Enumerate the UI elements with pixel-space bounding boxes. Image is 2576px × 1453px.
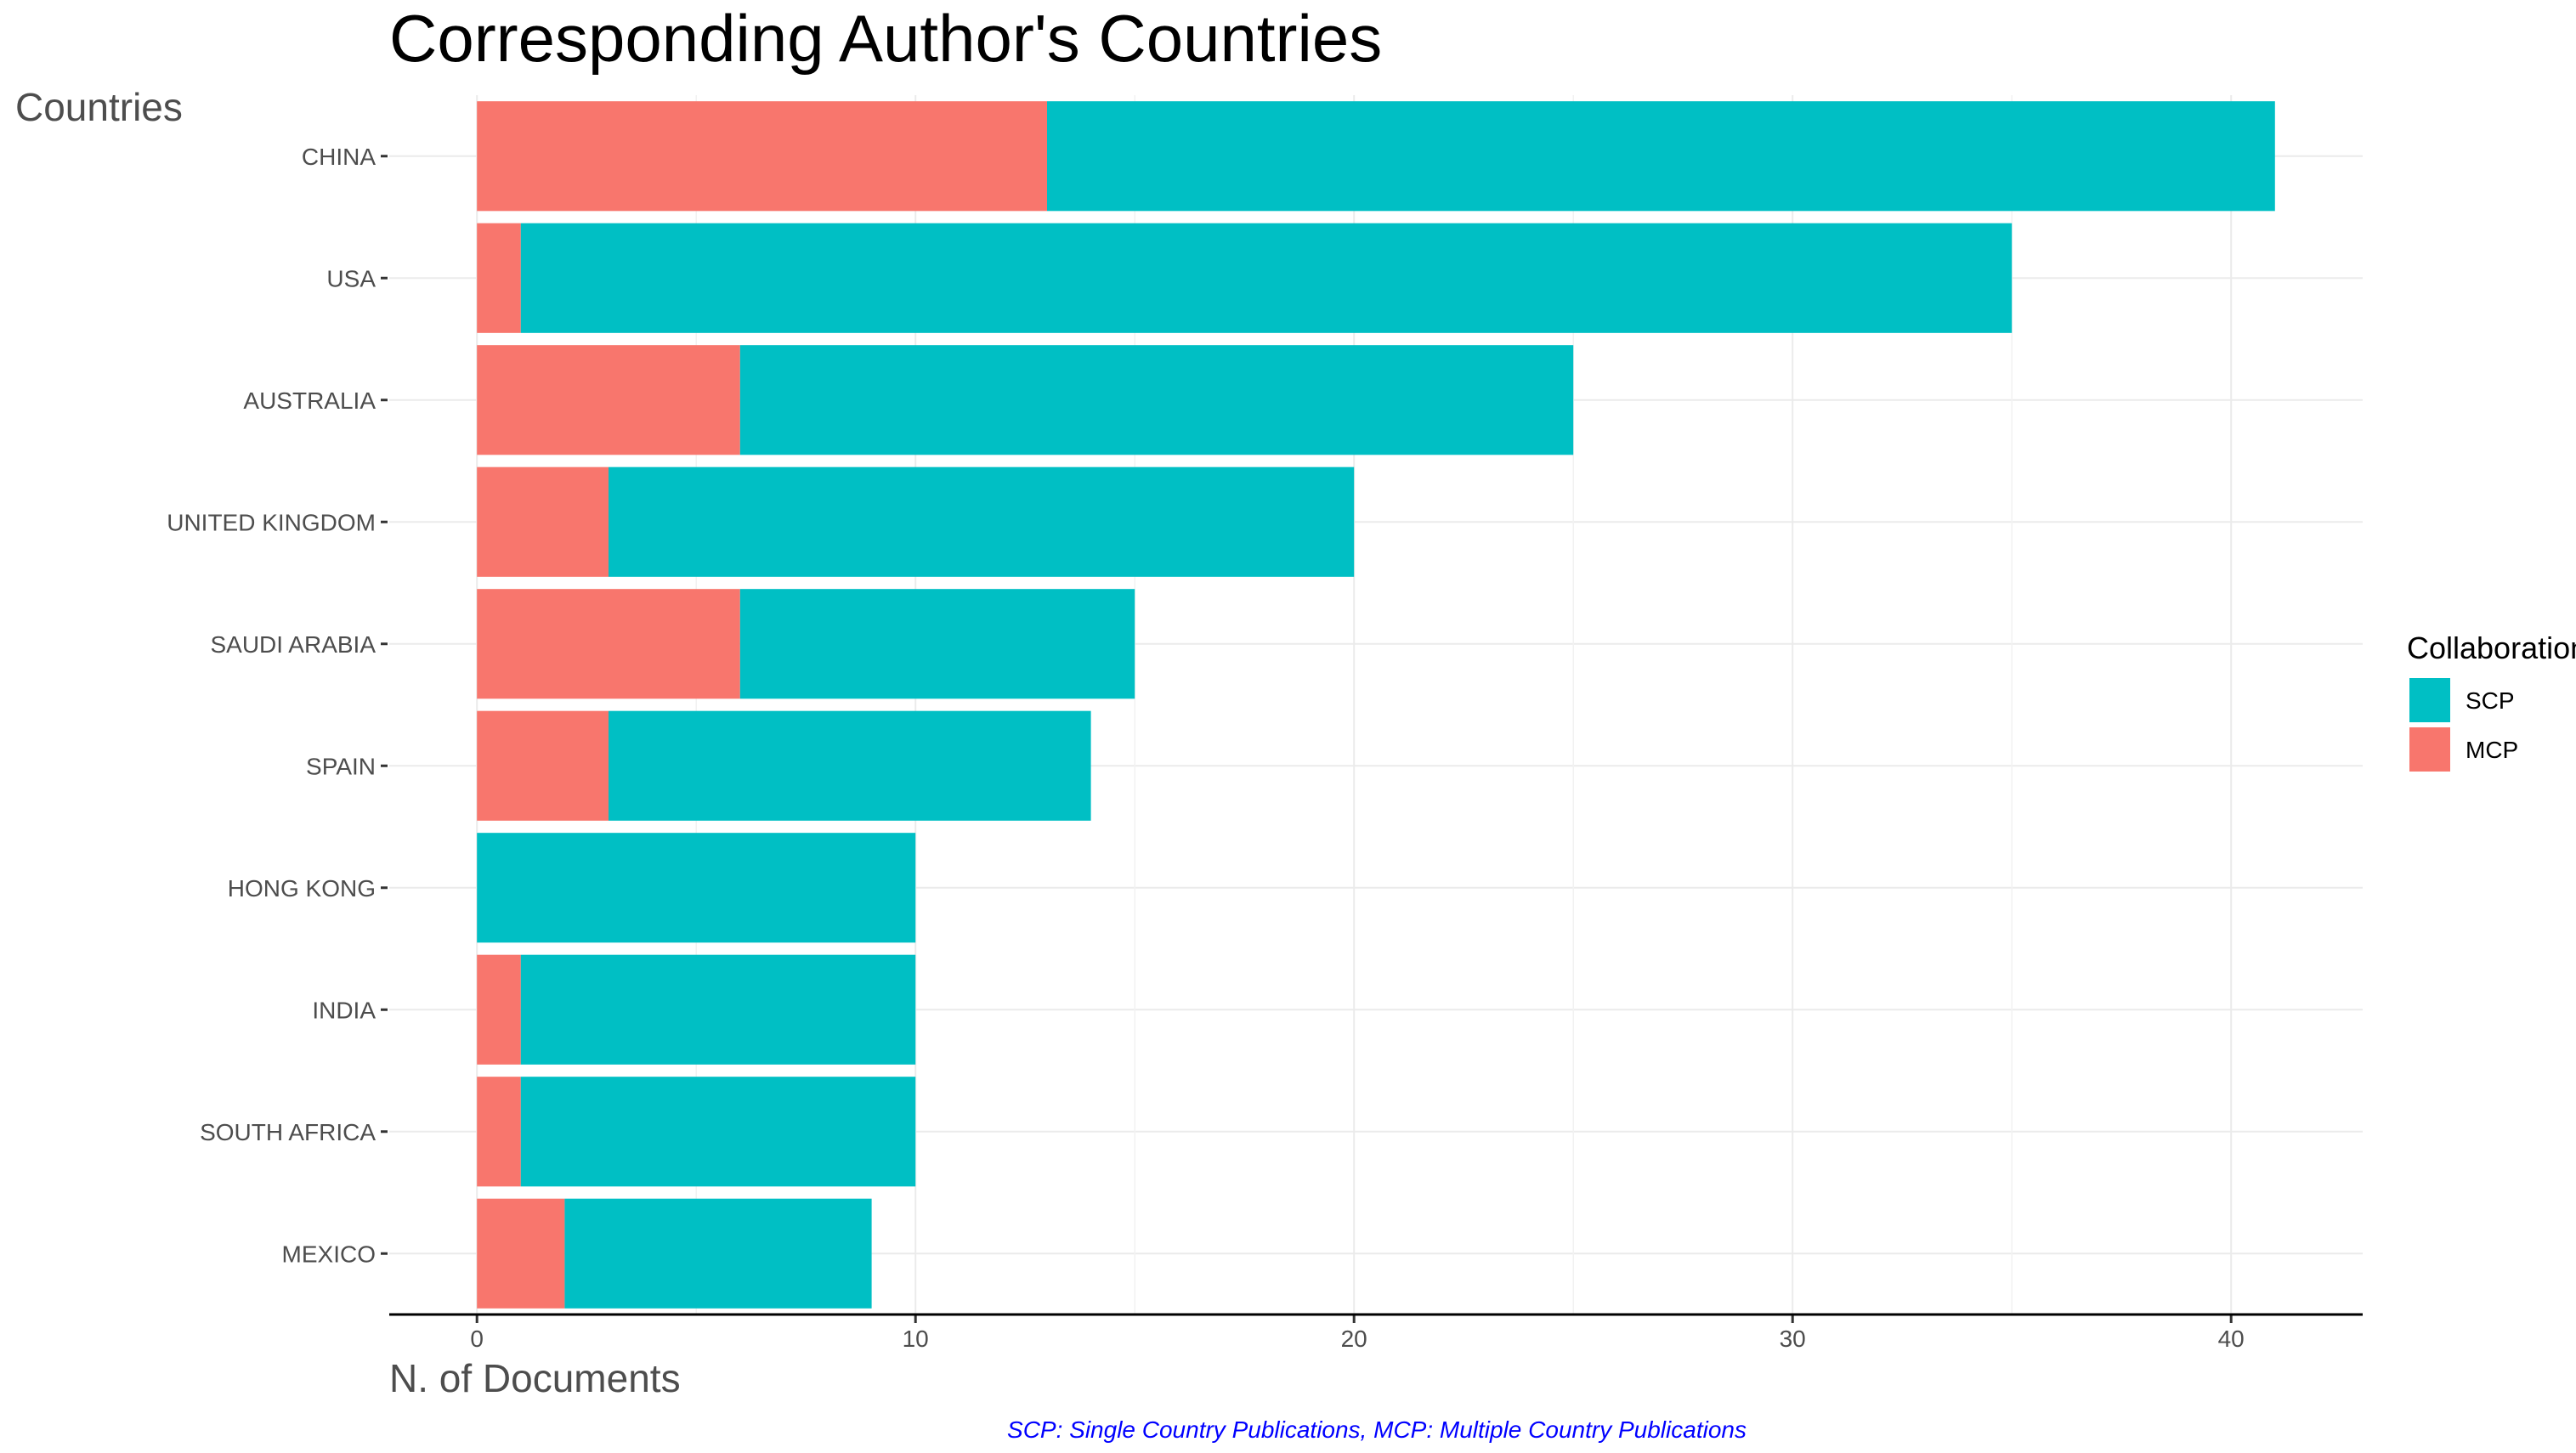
y-axis-ticks: CHINA USA AUSTRALIA UNITED KINGDOM SAUDI ARA…	[167, 144, 388, 1267]
bar-mcp: UNITED KINGDOM MCP: 3	[477, 466, 609, 577]
y-tick-label: MEXICO	[282, 1241, 376, 1267]
bar-scp: SPAIN SCP: 11	[609, 710, 1091, 821]
bars: CHINA MCP: 13CHINA SCP: 28 USA MCP: 1USA …	[477, 101, 2275, 1309]
bar-mcp: SOUTH AFRICA MCP: 1	[477, 1077, 521, 1187]
x-tick-label: 20	[1341, 1326, 1367, 1352]
y-tick-label: HONG KONG	[228, 875, 376, 902]
bar-scp: MEXICO SCP: 7	[564, 1198, 872, 1309]
x-tick-label: 0	[470, 1326, 484, 1352]
caption: SCP: Single Country Publications, MCP: M…	[1007, 1416, 1747, 1443]
legend-swatch-mcp	[2409, 727, 2450, 772]
bar-scp: HONG KONG SCP: 10	[477, 833, 916, 943]
x-tick-label: 10	[903, 1326, 929, 1352]
x-axis-ticks: 0 10 20 30 40	[470, 1314, 2245, 1352]
y-tick-label: SPAIN	[306, 753, 376, 779]
bar-scp: SOUTH AFRICA SCP: 9	[520, 1077, 916, 1187]
y-tick-label: SAUDI ARABIA	[210, 631, 376, 658]
bar-mcp: INDIA MCP: 1	[477, 954, 521, 1065]
bar-mcp: AUSTRALIA MCP: 6	[477, 345, 740, 455]
legend-label-mcp: MCP	[2466, 737, 2518, 763]
x-tick-label: 40	[2218, 1326, 2245, 1352]
bar-scp: CHINA SCP: 28	[1047, 101, 2275, 212]
bar-scp: UNITED KINGDOM SCP: 17	[609, 466, 1355, 577]
y-tick-label: UNITED KINGDOM	[167, 509, 376, 535]
bar-mcp: CHINA MCP: 13	[477, 101, 1047, 212]
bar-mcp: SPAIN MCP: 3	[477, 710, 609, 821]
legend: Collaboration SCP MCP	[2407, 630, 2576, 772]
x-tick-label: 30	[1780, 1326, 1806, 1352]
legend-swatch-scp	[2409, 678, 2450, 722]
bar-scp: SAUDI ARABIA SCP: 9	[739, 589, 1135, 699]
bar-mcp: MEXICO MCP: 2	[477, 1198, 565, 1309]
bar-scp: USA SCP: 34	[520, 223, 2013, 333]
y-tick-label: CHINA	[302, 144, 376, 170]
y-tick-label: AUSTRALIA	[243, 387, 376, 414]
y-tick-label: SOUTH AFRICA	[200, 1119, 376, 1145]
x-axis-label: N. of Documents	[389, 1356, 681, 1400]
y-axis-label: Countries	[15, 85, 183, 129]
bar-scp: AUSTRALIA SCP: 19	[739, 345, 1574, 455]
y-tick-label: INDIA	[312, 997, 376, 1023]
bar-mcp: USA MCP: 1	[477, 223, 521, 333]
legend-label-scp: SCP	[2466, 687, 2515, 714]
legend-title: Collaboration	[2407, 630, 2576, 665]
chart-title: Corresponding Author's Countries	[389, 1, 1382, 76]
y-tick-label: USA	[326, 265, 376, 291]
bar-mcp: SAUDI ARABIA MCP: 6	[477, 589, 740, 699]
bar-scp: INDIA SCP: 9	[520, 954, 916, 1065]
